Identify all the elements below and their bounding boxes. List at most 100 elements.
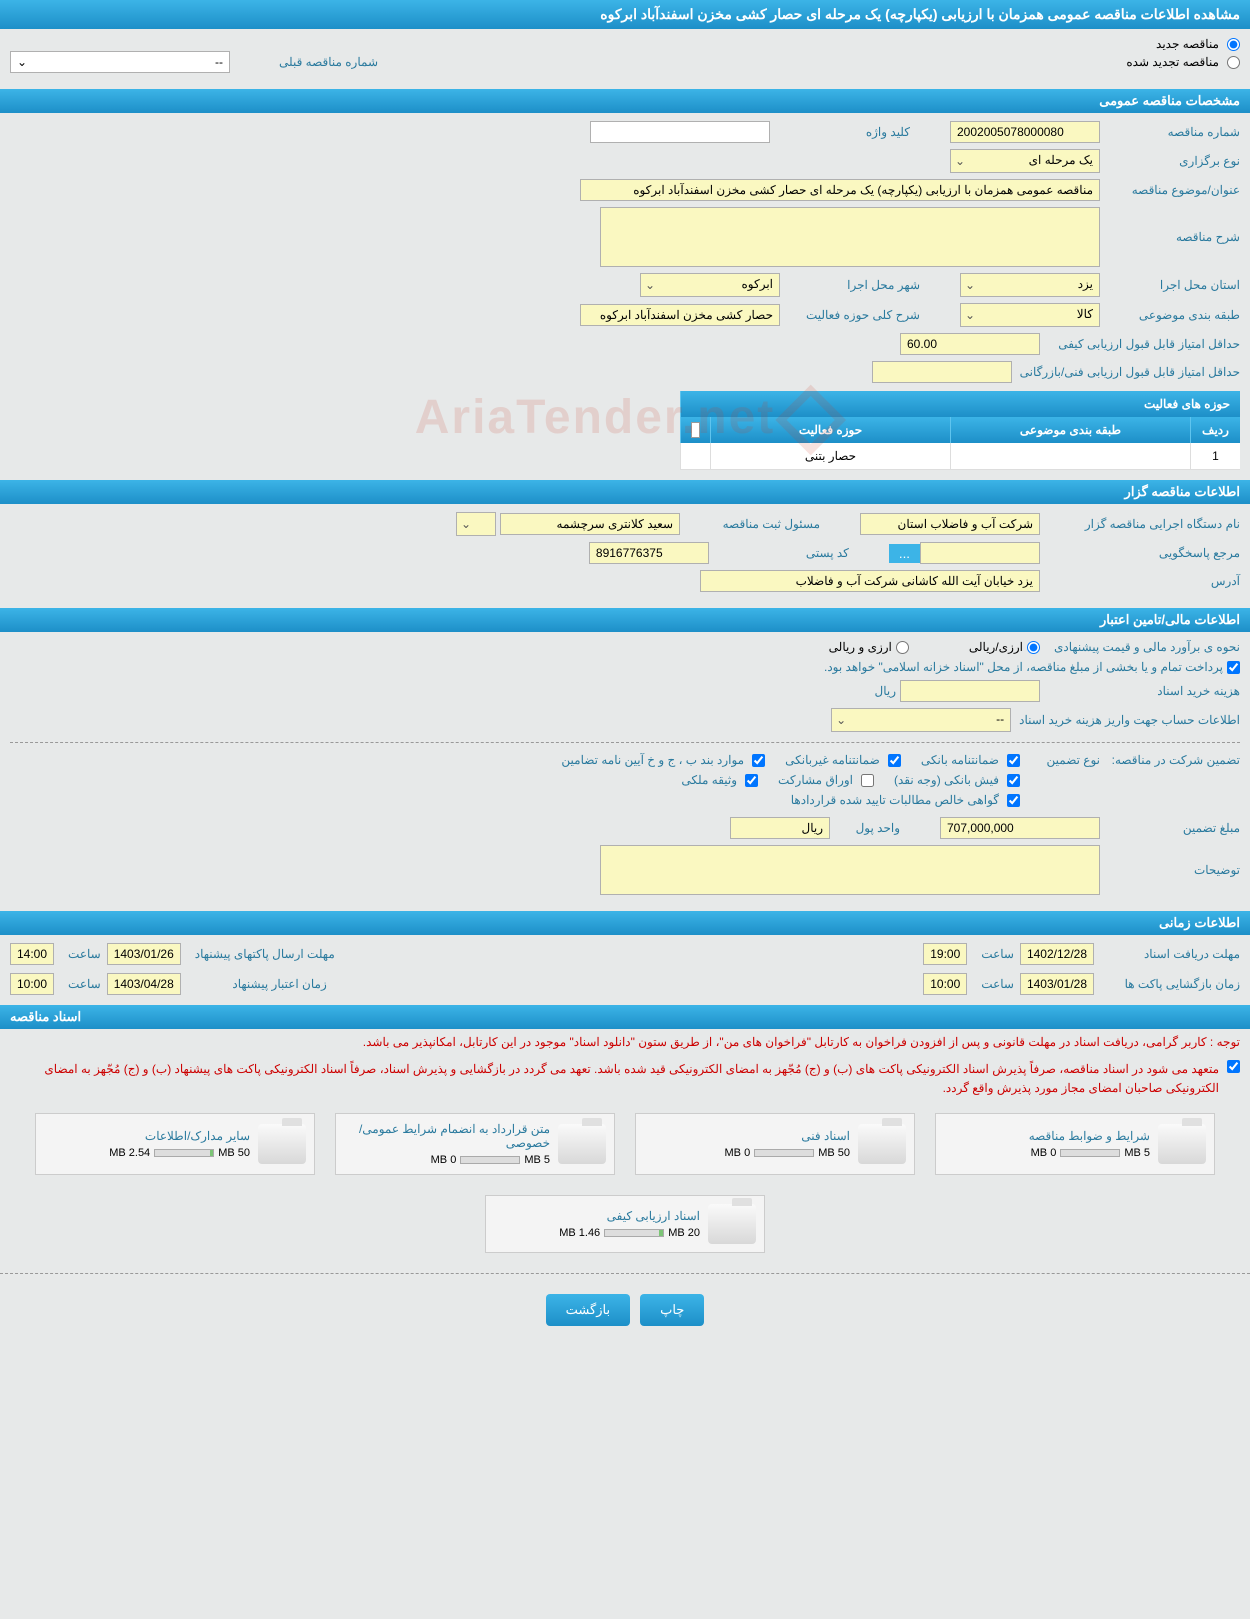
envelope-deadline-hour: 14:00 <box>10 943 54 965</box>
cb-securities[interactable] <box>861 774 874 787</box>
cb-nonbank[interactable] <box>888 754 901 767</box>
page-title: مشاهده اطلاعات مناقصه عمومی همزمان با ار… <box>0 0 1250 29</box>
doc-title: متن قرارداد به انضمام شرایط عمومی/خصوصی <box>344 1122 550 1150</box>
print-button[interactable]: چاپ <box>640 1294 704 1326</box>
postcode-field: 8916776375 <box>589 542 709 564</box>
prev-tender-select[interactable]: -- ⌄ <box>10 51 230 73</box>
currency-unit-field: ریال <box>730 817 830 839</box>
responsible-select[interactable]: ⌄ <box>456 512 496 536</box>
responder-browse-button[interactable]: ... <box>889 544 920 563</box>
postcode-label: کد پستی <box>709 546 849 560</box>
doc-used: 2.54 MB <box>109 1147 150 1159</box>
open-date: 1403/01/28 <box>1020 973 1094 995</box>
radio-arzi-rial[interactable] <box>896 641 909 654</box>
doc-max: 50 MB <box>818 1147 850 1159</box>
doc-card[interactable]: اسناد فنی50 MB0 MB <box>635 1113 915 1175</box>
progress-bar <box>754 1149 814 1157</box>
address-field: یزد خیابان آیت الله کاشانی شرکت آب و فاض… <box>700 570 1040 592</box>
doc-card[interactable]: اسناد ارزیابی کیفی20 MB1.46 MB <box>485 1195 765 1253</box>
rial-arzi-label: ارزی/ریالی <box>969 640 1023 654</box>
chevron-down-icon: ⌄ <box>461 517 471 531</box>
description-field[interactable] <box>600 207 1100 267</box>
cb-cash[interactable] <box>1007 774 1020 787</box>
section-time: اطلاعات زمانی <box>0 911 1250 935</box>
responder-label: مرجع پاسخگویی <box>1040 546 1240 560</box>
min-tech-field <box>872 361 1012 383</box>
chevron-down-icon: ⌄ <box>955 154 965 168</box>
cb-bank[interactable] <box>1007 754 1020 767</box>
arzi-rial-label: ارزی و ریالی <box>829 640 892 654</box>
doc-receive-label: مهلت دریافت اسناد <box>1100 947 1240 961</box>
chevron-down-icon: ⌄ <box>645 278 655 292</box>
section-documents: اسناد مناقصه <box>0 1005 1250 1029</box>
progress-bar <box>604 1229 664 1237</box>
deposit-account-select[interactable]: --⌄ <box>831 708 1011 732</box>
holding-type-select[interactable]: یک مرحله ای⌄ <box>950 149 1100 173</box>
doc-title: اسناد ارزیابی کیفی <box>494 1209 700 1223</box>
doc-card[interactable]: متن قرارداد به انضمام شرایط عمومی/خصوصی 5… <box>335 1113 615 1175</box>
progress-bar <box>460 1156 520 1164</box>
cb-property[interactable] <box>745 774 758 787</box>
doc-cost-field <box>900 680 1040 702</box>
radio-rial-arzi[interactable] <box>1027 641 1040 654</box>
category-label: طبقه بندی موضوعی <box>1100 308 1240 322</box>
cb-receivables[interactable] <box>1007 794 1020 807</box>
activities-table-header: حوزه های فعالیت <box>680 391 1240 417</box>
exec-city-select[interactable]: ابرکوه⌄ <box>640 273 780 297</box>
org-label: نام دستگاه اجرایی مناقصه گزار <box>1040 517 1240 531</box>
folder-icon <box>258 1124 306 1164</box>
min-quality-field: 60.00 <box>900 333 1040 355</box>
radio-new-tender[interactable] <box>1227 38 1240 51</box>
cb-bank-label: ضمانتنامه بانکی <box>921 753 999 767</box>
keyword-field[interactable] <box>590 121 770 143</box>
doc-note-2-checkbox[interactable] <box>1227 1060 1240 1073</box>
back-button[interactable]: بازگشت <box>546 1294 630 1326</box>
doc-receive-date: 1402/12/28 <box>1020 943 1094 965</box>
tender-no-field: 2002005078000080 <box>950 121 1100 143</box>
category-select[interactable]: کالا⌄ <box>960 303 1100 327</box>
chevron-down-icon: ⌄ <box>17 55 27 69</box>
activity-desc-field: حصار کشی مخزن اسفندآباد ابرکوه <box>580 304 780 326</box>
doc-cost-label: هزینه خرید اسناد <box>1040 684 1240 698</box>
exec-province-label: استان محل اجرا <box>1100 278 1240 292</box>
min-tech-label: حداقل امتیاز قابل قبول ارزیابی فنی/بازرگ… <box>1012 365 1240 379</box>
folder-icon <box>708 1204 756 1244</box>
estimate-type-label: نحوه ی برآورد مالی و قیمت پیشنهادی <box>1040 640 1240 654</box>
guarantee-type-label: نوع تضمین <box>1020 753 1100 767</box>
open-label: زمان بازگشایی پاکت ها <box>1100 977 1240 991</box>
doc-card[interactable]: سایر مدارک/اطلاعات50 MB2.54 MB <box>35 1113 315 1175</box>
validity-label: زمان اعتبار پیشنهاد <box>187 977 327 991</box>
notes-field[interactable] <box>600 845 1100 895</box>
guarantee-amount-field: 707,000,000 <box>940 817 1100 839</box>
open-hour: 10:00 <box>923 973 967 995</box>
section-financial: اطلاعات مالی/تامین اعتبار <box>0 608 1250 632</box>
exec-province-select[interactable]: یزد⌄ <box>960 273 1100 297</box>
progress-bar <box>1060 1149 1120 1157</box>
subject-label: عنوان/موضوع مناقصه <box>1100 183 1240 197</box>
responsible-label: مسئول ثبت مناقصه <box>680 517 820 531</box>
doc-card[interactable]: شرایط و ضوابط مناقصه5 MB0 MB <box>935 1113 1215 1175</box>
org-field: شرکت آب و فاضلاب استان <box>860 513 1040 535</box>
doc-max: 50 MB <box>218 1147 250 1159</box>
folder-icon <box>558 1124 606 1164</box>
cb-nonbank-label: ضمانتنامه غیربانکی <box>785 753 880 767</box>
cb-property-label: وثیقه ملکی <box>681 773 737 787</box>
collapse-button[interactable]: − <box>691 422 700 438</box>
envelope-deadline-label: مهلت ارسال پاکتهای پیشنهاد <box>187 947 335 961</box>
hour-label-3: ساعت <box>973 977 1014 991</box>
radio-new-label: مناقصه جدید <box>1156 37 1219 51</box>
doc-max: 5 MB <box>1124 1147 1150 1159</box>
doc-max: 20 MB <box>668 1227 700 1239</box>
doc-title: اسناد فنی <box>644 1129 850 1143</box>
doc-note-2: متعهد می شود در اسناد مناقصه، صرفاً پذیر… <box>10 1060 1219 1098</box>
activity-desc-label: شرح کلی حوزه فعالیت <box>780 308 920 322</box>
doc-used: 0 MB <box>431 1154 457 1166</box>
doc-receive-hour: 19:00 <box>923 943 967 965</box>
cb-items-bj-label: موارد بند ب ، ج و خ آیین نامه تضامین <box>561 753 744 767</box>
doc-used: 0 MB <box>1031 1147 1057 1159</box>
doc-max: 5 MB <box>524 1154 550 1166</box>
treasury-checkbox[interactable] <box>1227 661 1240 674</box>
cb-items-bj[interactable] <box>752 754 765 767</box>
subject-field: مناقصه عمومی همزمان با ارزیابی (یکپارچه)… <box>580 179 1100 201</box>
radio-renewed-tender[interactable] <box>1227 56 1240 69</box>
